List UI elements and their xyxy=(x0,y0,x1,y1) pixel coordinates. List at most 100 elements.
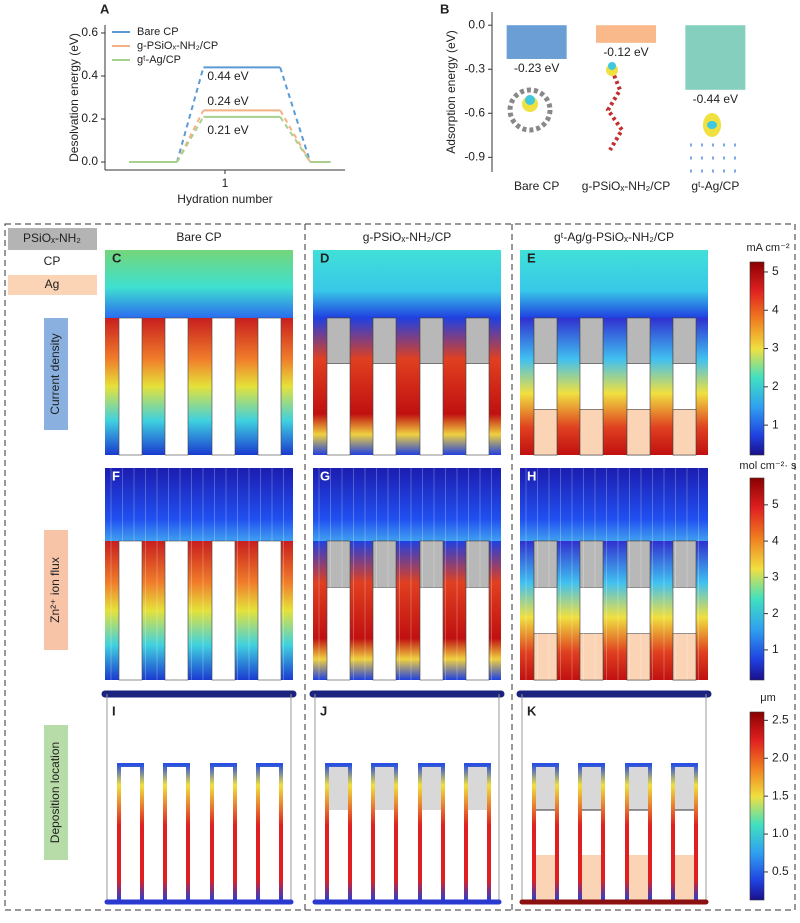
panel-letter: A xyxy=(100,1,110,16)
x-tick-label: Bare CP xyxy=(514,179,559,193)
colorbar xyxy=(749,711,765,901)
x-tick-label: 1 xyxy=(222,176,229,190)
pillar-ag xyxy=(533,409,558,456)
x-tick-label: g-PSiOₓ-NH₂/CP xyxy=(582,179,671,193)
line-segment xyxy=(176,67,205,163)
panel-letter: H xyxy=(527,468,536,483)
colorbar-tick-label: 2 xyxy=(772,379,779,393)
pillar-coating xyxy=(372,540,397,588)
column-title: g-PSiOₓ-NH₂/CP xyxy=(363,230,452,244)
colorbar-tick-label: 0.5 xyxy=(772,864,789,878)
deposition-panel xyxy=(516,690,712,905)
y-axis-label: Desolvation energy (eV) xyxy=(67,33,81,162)
simulation-panel xyxy=(313,250,501,456)
line-segment xyxy=(279,67,312,163)
deposit-outline xyxy=(625,763,652,900)
deposit-outline xyxy=(210,763,237,900)
deposit-outline xyxy=(256,763,283,900)
deposit-outline xyxy=(163,763,190,900)
row-label-box xyxy=(44,318,68,430)
annotation: 0.21 eV xyxy=(207,123,248,137)
pillar-ag xyxy=(626,409,651,456)
colorbar-unit: μm xyxy=(760,692,776,704)
y-tick-label: -0.6 xyxy=(464,105,485,119)
pillar-coating xyxy=(533,317,558,364)
column-title: Bare CP xyxy=(176,230,221,244)
legend-label: PSiOₓ-NH₂ xyxy=(23,231,81,245)
molecule xyxy=(507,62,740,173)
panel-letter: C xyxy=(112,250,122,265)
line-segment xyxy=(279,109,312,163)
simulation-panel xyxy=(520,250,708,456)
deposition-panel xyxy=(309,690,505,905)
row-label-box xyxy=(44,725,68,860)
pillar xyxy=(211,540,236,681)
electrolyte xyxy=(313,250,501,318)
colorbar-tick-label: 2.5 xyxy=(772,713,789,727)
deposit-outline xyxy=(464,763,491,900)
simulation-panel xyxy=(105,250,293,456)
pillar xyxy=(118,540,143,681)
electrolyte xyxy=(520,468,708,541)
colorbar-tick-label: 5 xyxy=(772,264,779,278)
deposit-outline xyxy=(117,763,144,900)
colorbar-unit: mA cm⁻² xyxy=(746,242,789,254)
electrolyte xyxy=(105,250,293,318)
deposit-outline xyxy=(371,763,398,900)
pillar-coating xyxy=(533,540,558,588)
pillar-ag xyxy=(534,855,557,900)
pillar xyxy=(164,540,189,681)
panel-letter: K xyxy=(527,703,537,718)
cell-wall xyxy=(106,694,292,902)
pillar-coating xyxy=(466,765,489,810)
legend-label: gᵗ-Ag/CP xyxy=(137,54,181,66)
panel-letter: J xyxy=(320,703,327,718)
bar xyxy=(506,25,567,59)
legend-label: g-PSiOₓ-NH₂/CP xyxy=(137,40,218,52)
pillar-coating xyxy=(579,317,604,364)
pillar-ag xyxy=(579,633,604,681)
pillar-coating xyxy=(420,765,443,810)
pillar-coating xyxy=(672,317,697,364)
frame xyxy=(4,223,796,911)
pillar xyxy=(118,317,143,456)
electrolyte xyxy=(520,250,708,318)
electrolyte xyxy=(105,468,293,541)
y-tick-label: 0.6 xyxy=(81,25,98,39)
pillar-ag xyxy=(672,633,697,681)
value-label: -0.44 eV xyxy=(693,92,738,106)
pillar xyxy=(257,540,282,681)
legend-label: CP xyxy=(44,254,61,268)
colorbar-tick-label: 1 xyxy=(772,417,779,431)
pillar-ag xyxy=(626,633,651,681)
value-label: -0.12 eV xyxy=(603,45,648,59)
annotation: 0.44 eV xyxy=(207,69,248,83)
pillar-ag xyxy=(580,855,603,900)
pillar-ag xyxy=(579,409,604,456)
annotation: 0.24 eV xyxy=(207,94,248,108)
pillar-ag xyxy=(627,855,650,900)
deposit-outline xyxy=(418,763,445,900)
deposition-panel xyxy=(101,690,297,905)
colorbar xyxy=(749,261,765,456)
colorbar-tick-label: 2.0 xyxy=(772,750,789,764)
pillar-coating xyxy=(326,317,351,364)
deposit-outline xyxy=(532,763,559,900)
colorbar-tick-label: 5 xyxy=(772,497,779,511)
panel-letter: F xyxy=(112,468,120,483)
pillar xyxy=(211,317,236,456)
pillar-coating xyxy=(672,540,697,588)
pillar-coating xyxy=(419,317,444,364)
colorbar-tick-label: 1.5 xyxy=(772,788,789,802)
legend-box xyxy=(8,228,97,250)
y-tick-label: -0.3 xyxy=(464,61,485,75)
colorbar xyxy=(749,477,765,681)
deposit-outline xyxy=(578,763,605,900)
pillar-coating xyxy=(465,317,490,364)
y-tick-label: 0.0 xyxy=(81,154,98,168)
electrolyte xyxy=(313,468,501,541)
pillar-ag xyxy=(672,409,697,456)
panel-letter: E xyxy=(527,250,536,265)
pillar-coating xyxy=(626,540,651,588)
colorbar-tick-label: 1.0 xyxy=(772,826,789,840)
